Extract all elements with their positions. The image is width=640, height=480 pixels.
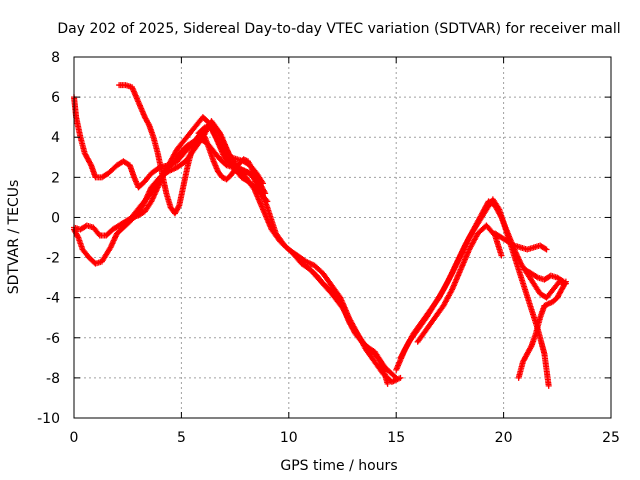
data-point [189, 139, 196, 146]
data-point [559, 277, 566, 284]
data-point [542, 245, 549, 252]
x-tick-label: 20 [495, 430, 513, 446]
y-tick-label: -10 [37, 411, 60, 427]
y-tick-label: 0 [51, 210, 60, 226]
data-layer [71, 82, 569, 389]
x-tick-label: 5 [177, 430, 186, 446]
data-point [543, 246, 550, 253]
data-point [260, 180, 267, 187]
y-tick-label: -4 [46, 291, 60, 307]
data-point [261, 189, 268, 196]
y-tick-label: -2 [46, 251, 60, 267]
data-point [253, 184, 260, 191]
series-track-9 [492, 230, 550, 253]
y-tick-labels: -10 -8 -6 -4 -2 0 2 4 6 8 [37, 50, 60, 427]
y-tick-label: 6 [51, 90, 60, 106]
x-tick-labels: 0 5 10 15 20 25 [70, 430, 620, 446]
data-point [262, 190, 269, 197]
data-point [175, 203, 182, 210]
y-tick-label: -6 [46, 331, 60, 347]
x-tick-label: 25 [602, 430, 620, 446]
x-tick-label: 0 [70, 430, 79, 446]
chart-title: Day 202 of 2025, Sidereal Day-to-day VTE… [57, 21, 620, 37]
y-tick-label: -8 [46, 371, 60, 387]
series-track-7 [397, 196, 552, 389]
x-tick-label: 15 [387, 430, 405, 446]
plot-frame [73, 56, 612, 419]
y-axis-title: SDTVAR / TECUs [6, 180, 22, 295]
series-track-8 [414, 222, 505, 345]
data-point [527, 344, 534, 351]
data-point [384, 380, 391, 387]
x-tick-label: 10 [280, 430, 298, 446]
x-axis-title: GPS time / hours [280, 458, 397, 474]
data-point [545, 382, 552, 389]
data-point [264, 198, 271, 205]
y-tick-label: 4 [51, 130, 60, 146]
series-track-13 [307, 266, 391, 387]
data-point [560, 278, 567, 285]
data-point [533, 273, 540, 280]
data-point [510, 241, 517, 248]
data-point [95, 231, 102, 238]
data-point [498, 252, 505, 259]
data-point [87, 160, 94, 167]
grid [74, 57, 611, 418]
y-tick-label: 2 [51, 170, 60, 186]
series-track-11 [522, 266, 567, 285]
series-track-5 [126, 136, 269, 223]
data-point [263, 197, 270, 204]
axis-ticks [73, 56, 612, 419]
data-point [74, 233, 81, 240]
data-point [397, 374, 404, 381]
series-track-12 [195, 122, 267, 187]
y-tick-label: 8 [51, 50, 60, 66]
data-point [145, 120, 152, 127]
